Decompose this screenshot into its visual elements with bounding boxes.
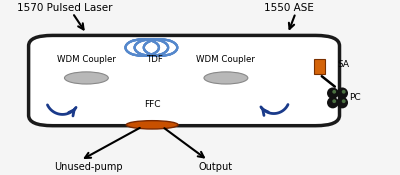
Ellipse shape xyxy=(327,97,338,108)
Text: 1550 ASE: 1550 ASE xyxy=(264,3,314,13)
Ellipse shape xyxy=(64,72,108,84)
Text: WDM Coupler: WDM Coupler xyxy=(57,55,116,64)
Text: WDM Coupler: WDM Coupler xyxy=(196,55,254,64)
Text: FFC: FFC xyxy=(144,100,160,109)
Ellipse shape xyxy=(332,99,336,103)
Text: 1570 Pulsed Laser: 1570 Pulsed Laser xyxy=(17,3,112,13)
Ellipse shape xyxy=(126,121,178,129)
Ellipse shape xyxy=(336,97,348,108)
Text: SA: SA xyxy=(338,60,350,69)
Text: PC: PC xyxy=(350,93,361,102)
Text: TDF: TDF xyxy=(147,55,164,64)
Text: Output: Output xyxy=(199,162,233,172)
Text: Unused-pump: Unused-pump xyxy=(54,162,123,172)
Ellipse shape xyxy=(332,90,336,94)
Ellipse shape xyxy=(336,88,348,99)
Ellipse shape xyxy=(342,90,346,94)
FancyBboxPatch shape xyxy=(28,35,340,126)
FancyBboxPatch shape xyxy=(314,59,325,75)
Ellipse shape xyxy=(327,88,338,99)
Ellipse shape xyxy=(342,99,346,103)
Ellipse shape xyxy=(204,72,248,84)
